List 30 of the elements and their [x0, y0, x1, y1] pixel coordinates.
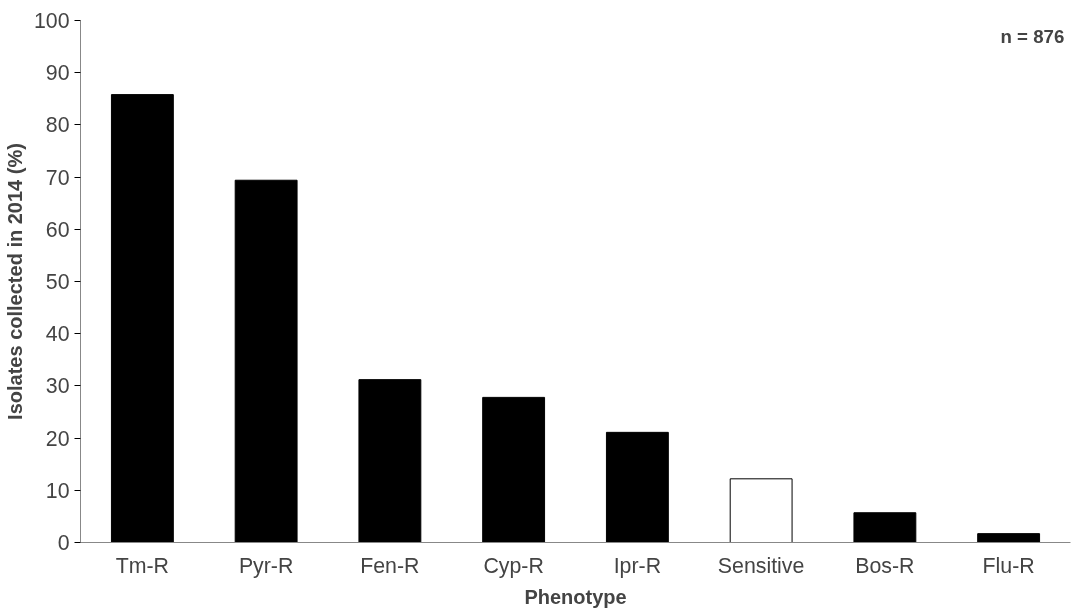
x-tick-label: Ipr-R	[613, 553, 662, 578]
y-tick-label: 50	[45, 270, 70, 294]
bar	[358, 379, 422, 543]
bar	[977, 533, 1041, 543]
y-tick-label: 80	[45, 113, 70, 138]
bar	[729, 478, 793, 543]
y-tick-label: 90	[45, 61, 70, 86]
x-tick-label: Flu-R	[982, 553, 1035, 578]
bar	[110, 94, 174, 543]
x-tick-label: Pyr-R	[238, 553, 294, 578]
y-tick-label: 20	[45, 426, 70, 451]
y-tick-label: 60	[45, 217, 70, 242]
y-tick-label: 40	[45, 322, 70, 347]
bar	[482, 396, 546, 543]
x-tick-label: Fen-R	[360, 553, 420, 578]
y-axis-title: Isolates collected in 2014 (%)	[3, 143, 26, 420]
y-tick-label: 10	[45, 478, 70, 503]
y-tick-label: 0	[57, 531, 70, 555]
x-tick-label: Cyp-R	[483, 553, 544, 578]
y-tick-label: 70	[45, 165, 70, 190]
x-tick-label: Tm-R	[115, 553, 170, 578]
bar	[234, 179, 298, 543]
bar	[853, 512, 917, 543]
y-tick-label: 30	[45, 374, 70, 399]
annotation: n = 876	[1000, 25, 1065, 47]
x-tick-label: Sensitive	[717, 553, 805, 578]
y-tick-label: 100	[33, 9, 70, 33]
bar	[605, 431, 669, 543]
x-axis-title: Phenotype	[524, 585, 627, 608]
x-tick-label: Bos-R	[855, 553, 915, 578]
